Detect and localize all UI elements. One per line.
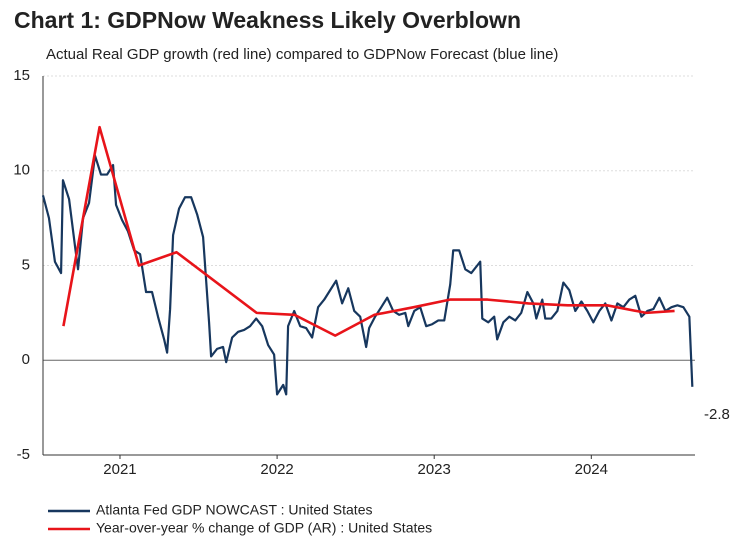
series-line bbox=[41, 154, 694, 396]
y-tick-label: 5 bbox=[22, 256, 30, 273]
x-tick-label: 2021 bbox=[103, 461, 136, 478]
y-tick-label: -5 bbox=[17, 446, 30, 463]
annotation: -2.8 bbox=[704, 406, 730, 423]
chart-title: Chart 1: GDPNow Weakness Likely Overblow… bbox=[14, 7, 521, 33]
x-tick-label: 2022 bbox=[260, 461, 293, 478]
legend-label: Year-over-year % change of GDP (AR) : Un… bbox=[96, 520, 432, 536]
y-tick-label: 15 bbox=[13, 67, 30, 84]
y-tick-label: 0 bbox=[22, 351, 30, 368]
x-tick-label: 2023 bbox=[418, 461, 451, 478]
chart-subtitle: Actual Real GDP growth (red line) compar… bbox=[46, 46, 558, 63]
y-tick-label: 10 bbox=[13, 162, 30, 179]
x-tick-label: 2024 bbox=[575, 461, 608, 478]
series-line bbox=[62, 125, 675, 337]
legend-label: Atlanta Fed GDP NOWCAST : United States bbox=[96, 502, 372, 518]
